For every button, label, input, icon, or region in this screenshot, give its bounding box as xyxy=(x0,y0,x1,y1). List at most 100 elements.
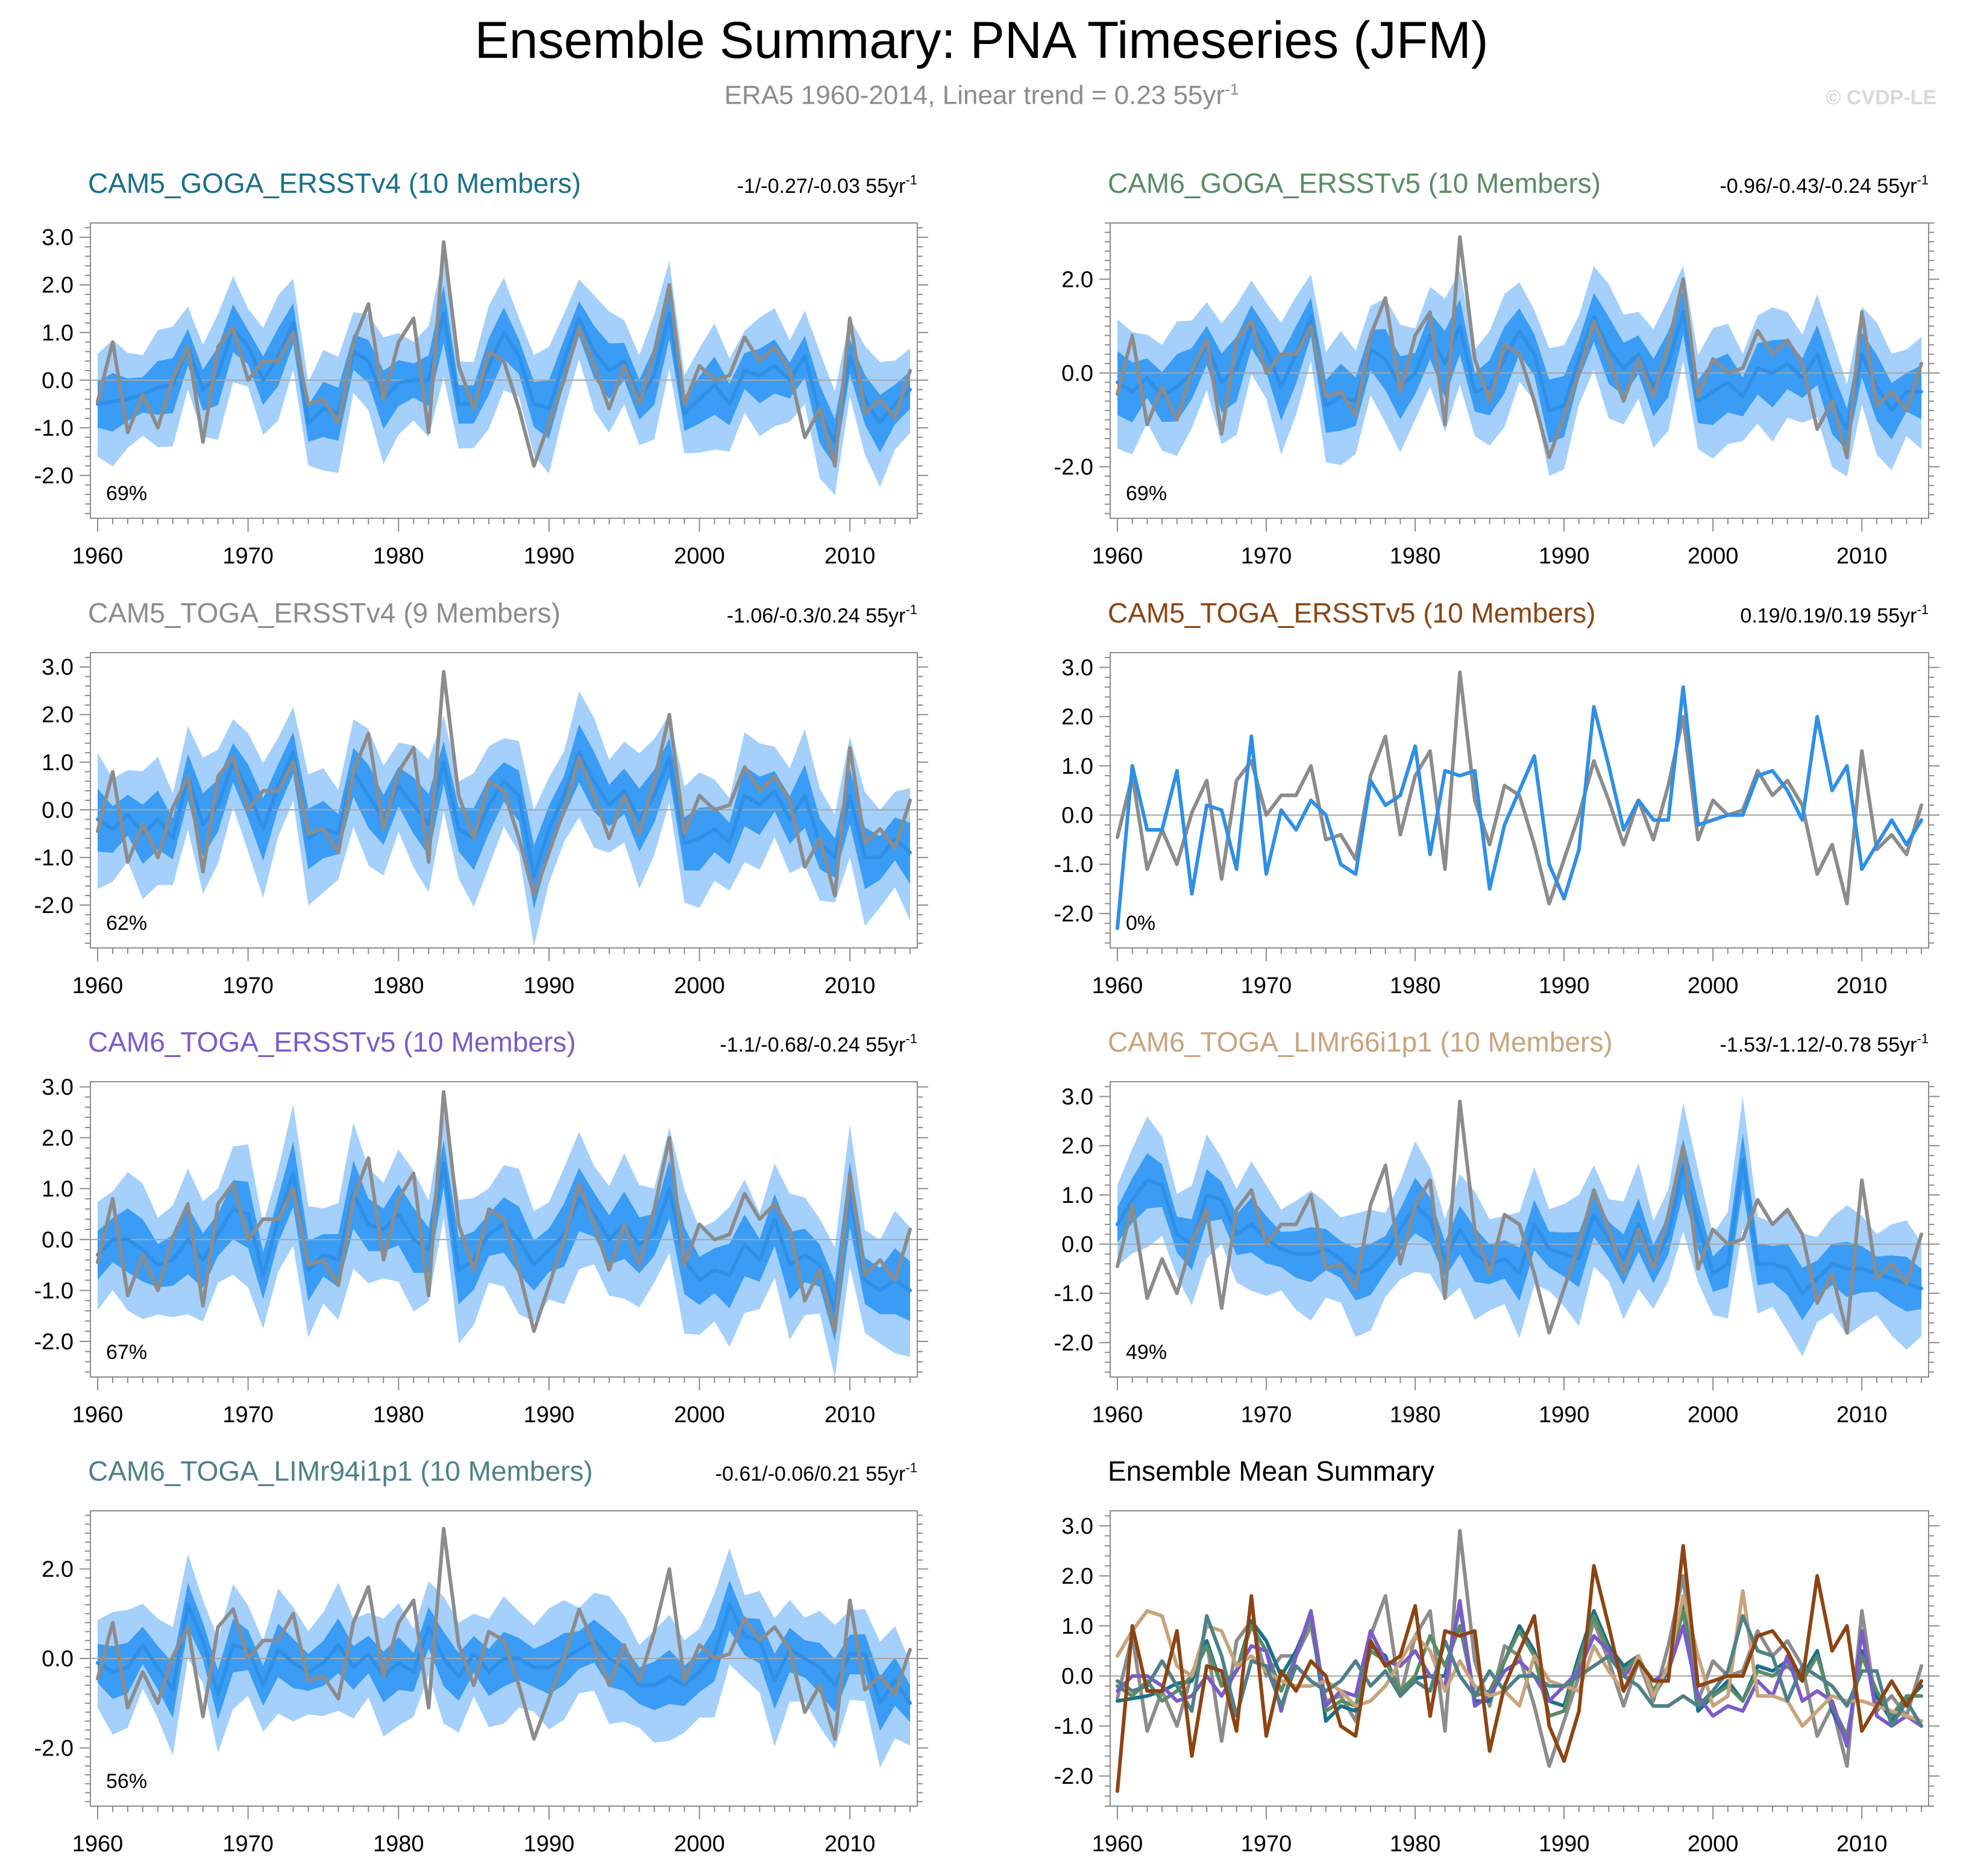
y-tick-label: 0.0 xyxy=(42,368,74,394)
outer-spread-band xyxy=(98,253,910,495)
x-tick-label: 1990 xyxy=(524,544,575,569)
y-tick-label: -2.0 xyxy=(1054,454,1093,480)
inner-spread-band xyxy=(1117,290,1921,451)
panel-title: CAM6_GOGA_ERSSTv5 (10 Members) xyxy=(1108,168,1601,199)
x-tick-label: 2010 xyxy=(1836,1831,1888,1857)
trend-value: -1/-0.27/-0.03 55yr xyxy=(737,175,906,198)
x-tick-label: 1970 xyxy=(222,973,274,999)
percent-label: 69% xyxy=(1126,482,1167,505)
y-tick-label: 3.0 xyxy=(1061,1085,1093,1110)
y-tick-label: 2.0 xyxy=(1061,1134,1093,1159)
trend-label: -1.53/-1.12/-0.78 55yr-1 xyxy=(1720,1031,1929,1056)
y-tick-label: 0.0 xyxy=(1061,361,1093,386)
inner-spread-band xyxy=(1117,1133,1921,1320)
y-tick-label: -1.0 xyxy=(1054,1281,1093,1307)
x-tick-label: 2010 xyxy=(1836,544,1888,569)
chart-panel: 1960 1970 1980 1990 2000 2010 -2.0 -1.0 0.0 1.0 2.… xyxy=(34,1026,928,1428)
x-tick-label: 1980 xyxy=(373,973,424,999)
series-line-cam6-toga-ersstv5 xyxy=(1116,1599,1923,1748)
trend-label: -1.1/-0.68/-0.24 55yr-1 xyxy=(720,1031,917,1056)
observation-line xyxy=(1116,670,1923,906)
x-tick-label: 2000 xyxy=(674,544,725,569)
x-tick-label: 2010 xyxy=(824,1402,876,1428)
x-tick-label: 2000 xyxy=(1688,544,1739,569)
percent-label: 0% xyxy=(1126,912,1155,935)
chart-panel: 1960 1970 1980 1990 2000 2010 -2.0 -1.0 0.0 1.0 2.… xyxy=(1054,597,1939,999)
x-tick-label: 2000 xyxy=(674,973,725,999)
panel-title: Ensemble Mean Summary xyxy=(1108,1455,1434,1487)
y-tick-label: -2.0 xyxy=(34,1736,74,1761)
x-tick-label: 1960 xyxy=(1092,544,1143,569)
observation-line xyxy=(1116,1099,1923,1335)
trend-exponent: -1 xyxy=(1917,602,1929,617)
x-tick-label: 2010 xyxy=(1836,973,1888,999)
trend-exponent: -1 xyxy=(905,602,917,617)
outer-spread-band xyxy=(1117,265,1921,477)
x-tick-label: 1970 xyxy=(1241,1402,1292,1428)
percent-label: 67% xyxy=(106,1341,147,1364)
x-tick-label: 1990 xyxy=(524,973,575,999)
y-tick-label: -2.0 xyxy=(1054,1764,1093,1789)
x-tick-label: 1960 xyxy=(1092,973,1143,999)
x-tick-label: 1960 xyxy=(1092,1831,1143,1857)
y-tick-label: 2.0 xyxy=(1061,704,1093,730)
y-tick-label: 2.0 xyxy=(42,1557,74,1583)
y-tick-label: 2.0 xyxy=(1061,267,1093,292)
y-tick-label: 0.0 xyxy=(42,1646,74,1672)
x-tick-label: 2000 xyxy=(674,1402,725,1428)
x-tick-label: 1970 xyxy=(1241,973,1292,999)
y-tick-label: -1.0 xyxy=(1054,1714,1093,1739)
trend-exponent: -1 xyxy=(1917,1031,1929,1046)
y-tick-label: 1.0 xyxy=(1061,754,1093,779)
y-tick-label: 3.0 xyxy=(1061,656,1093,681)
y-tick-label: 3.0 xyxy=(42,225,74,251)
subtitle-text: ERA5 1960-2014, Linear trend = 0.23 55yr xyxy=(724,80,1225,110)
x-tick-label: 1960 xyxy=(72,1402,124,1428)
subtitle: ERA5 1960-2014, Linear trend = 0.23 55yr… xyxy=(0,80,1963,111)
trend-value: -1.06/-0.3/0.24 55yr xyxy=(727,604,906,627)
outer-spread-band xyxy=(98,691,910,947)
trend-exponent: -1 xyxy=(1917,172,1929,187)
y-tick-label: -2.0 xyxy=(34,463,74,489)
chart-panel: 1960 1970 1980 1990 2000 2010 -2.0 0.0 2.0 CAM6_T… xyxy=(34,1455,928,1857)
y-tick-label: 2.0 xyxy=(42,273,74,298)
panel-title: CAM6_TOGA_LIMr94i1p1 (10 Members) xyxy=(88,1455,593,1487)
x-tick-label: 1970 xyxy=(222,1831,274,1857)
y-tick-label: 0.0 xyxy=(42,798,74,823)
x-tick-label: 1990 xyxy=(524,1831,575,1857)
panel-title: CAM5_TOGA_ERSSTv4 (9 Members) xyxy=(88,597,561,629)
x-tick-label: 1970 xyxy=(1241,544,1292,569)
panel-title: CAM6_TOGA_ERSSTv5 (10 Members) xyxy=(88,1026,576,1058)
series-line-cam6-toga-limr94i1p1 xyxy=(1116,1614,1923,1728)
x-tick-label: 1970 xyxy=(1241,1831,1292,1857)
series-line-cam6-goga-ersstv5 xyxy=(1116,1609,1923,1738)
chart-panel: 1960 1970 1980 1990 2000 2010 -2.0 -1.0 0.0 1.0 2.… xyxy=(1054,1026,1939,1428)
trend-label: -0.96/-0.43/-0.24 55yr-1 xyxy=(1720,172,1929,198)
observation-line xyxy=(96,240,912,468)
y-tick-label: 1.0 xyxy=(1061,1614,1093,1639)
panel-title: CAM5_GOGA_ERSSTv4 (10 Members) xyxy=(88,168,581,199)
page-title: Ensemble Summary: PNA Timeseries (JFM) xyxy=(474,11,1489,69)
percent-label: 56% xyxy=(106,1770,147,1793)
y-tick-label: 2.0 xyxy=(42,703,74,728)
trend-exponent: -1 xyxy=(905,172,917,187)
x-tick-label: 2000 xyxy=(1688,1831,1739,1857)
inner-spread-band xyxy=(98,1140,910,1342)
x-tick-label: 2010 xyxy=(1836,1402,1888,1428)
x-tick-label: 2000 xyxy=(1688,1402,1739,1428)
x-tick-label: 2010 xyxy=(824,544,876,569)
y-tick-label: 3.0 xyxy=(1061,1514,1093,1539)
x-tick-label: 1980 xyxy=(373,544,424,569)
chart-panel: 1960 1970 1980 1990 2000 2010 -2.0 -1.0 0.0 1.0 2.… xyxy=(1054,1455,1939,1857)
x-tick-label: 1990 xyxy=(1539,544,1590,569)
y-tick-label: -2.0 xyxy=(1054,902,1093,927)
x-tick-label: 1980 xyxy=(1390,544,1441,569)
chart-panel: 1960 1970 1980 1990 2000 2010 -2.0 -1.0 0.0 1.0 2.… xyxy=(34,168,928,569)
ensemble-mean-line xyxy=(1116,685,1923,930)
trend-value: -0.96/-0.43/-0.24 55yr xyxy=(1720,175,1917,198)
y-tick-label: 0.0 xyxy=(42,1228,74,1253)
trend-value: -0.61/-0.06/0.21 55yr xyxy=(715,1463,906,1485)
trend-exponent: -1 xyxy=(905,1460,917,1475)
x-tick-label: 1990 xyxy=(1539,1402,1590,1428)
y-tick-label: 0.0 xyxy=(1061,803,1093,829)
